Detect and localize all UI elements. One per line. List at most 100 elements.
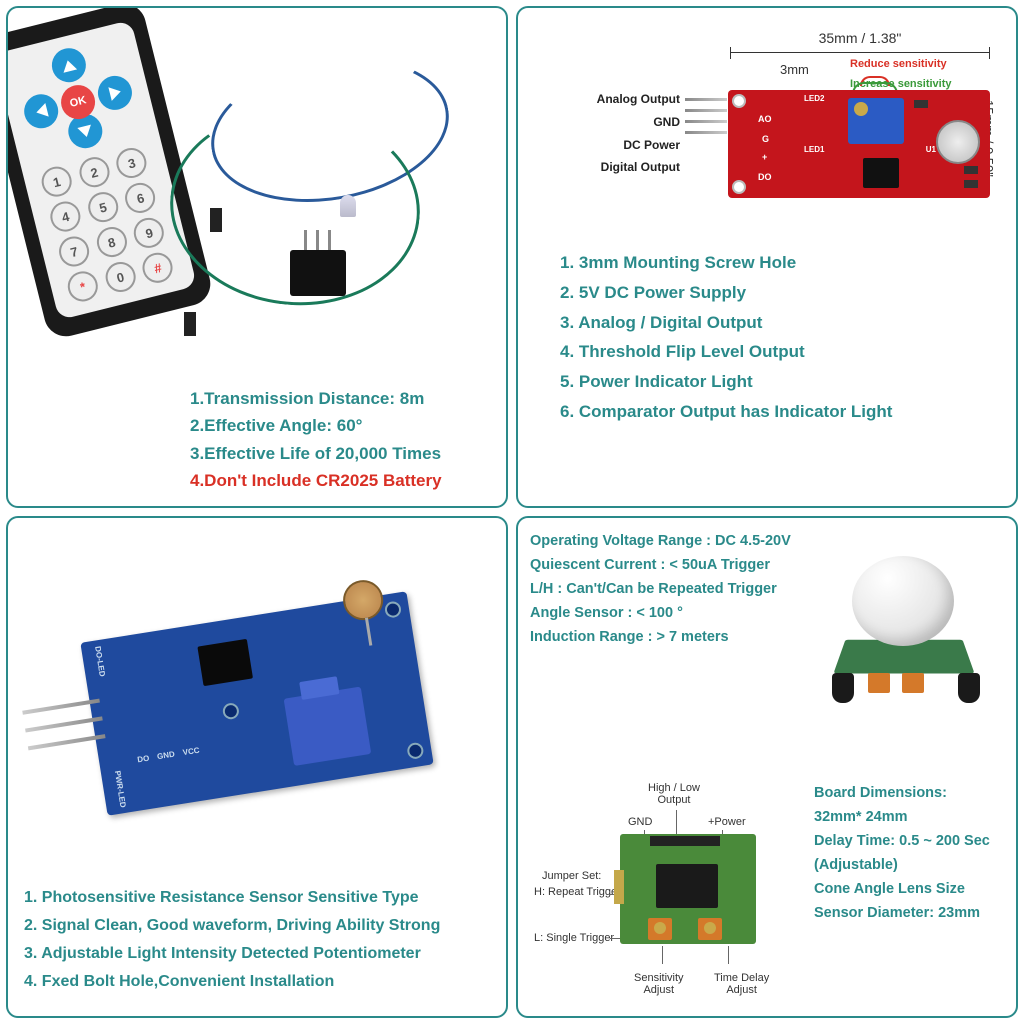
silk-gnd: GND [156,749,175,761]
star-button[interactable]: * [65,268,101,304]
mounting-hole-icon [732,180,746,194]
potentiometer-icon [848,98,904,144]
num-4-button[interactable]: 4 [47,198,83,234]
num-9-button[interactable]: 9 [131,215,167,251]
ir-receiver-module [290,250,346,296]
mounting-hole-icon [406,741,424,759]
potentiometer-icon [902,673,924,693]
width-dimension: 35mm / 1.38" [730,30,990,46]
mounting-hole-icon [732,94,746,108]
dupont-connector-icon [210,208,222,232]
spec-line: 3. Adjustable Light Intensity Detected P… [24,940,490,968]
pin-do-label: Digital Output [540,156,680,179]
p4-bottom: High / Low Output GND +Power Jumper Set:… [542,782,992,992]
mounting-hole-icon [384,600,402,618]
num-6-button[interactable]: 6 [122,180,158,216]
accessories [190,20,494,385]
pir-back-diagram: High / Low Output GND +Power Jumper Set:… [542,782,802,992]
silk-do: DO [137,753,150,764]
spec-line: 3. Analog / Digital Output [560,308,1004,338]
ldr-icon [340,577,386,623]
sound-sensor-pcb: AO G + DO LED2 LED1 U1 [728,90,990,198]
spec-line: 3.Effective Life of 20,000 Times [190,440,494,467]
p3-layout: DO-LED PWR-LED DO GND VCC 1. Photosensit… [20,530,494,1004]
pin-ao-label: Analog Output [540,88,680,111]
spec-line: 2. 5V DC Power Supply [560,278,1004,308]
jumper-icon [614,870,624,904]
silk-g: G [762,134,769,144]
smd-icon [914,100,928,108]
callout-output: High / Low Output [648,782,700,806]
potentiometer-icon [648,918,672,940]
spec-line: 1. 3mm Mounting Screw Hole [560,248,1004,278]
pir-back-pcb [620,834,756,944]
dim-line-icon [730,52,990,53]
spec-line: 1. Photosensitive Resistance Sensor Sens… [24,884,490,912]
num-2-button[interactable]: 2 [76,154,112,190]
header-pins-icon [22,698,105,750]
header-pins-icon [685,98,727,134]
spec-line: 1.Transmission Distance: 8m [190,385,494,412]
pir-front-view [820,556,990,711]
p4-right-specs: Board Dimensions: 32mm* 24mm Delay Time:… [814,782,992,926]
led-icon [340,195,356,217]
num-1-button[interactable]: 1 [38,163,74,199]
smd-icon [964,180,978,188]
num-7-button[interactable]: 7 [56,233,92,269]
callout-delay: Time Delay Adjust [714,972,769,996]
numpad: 1 2 3 4 5 6 7 8 9 * 0 # [38,144,178,305]
spec-line: Sensor Diameter: 23mm [814,902,992,926]
spec-line: Delay Time: 0.5 ~ 200 Sec (Adjustable) [814,830,992,878]
p3-specs: 1. Photosensitive Resistance Sensor Sens… [20,876,494,1004]
num-0-button[interactable]: 0 [102,259,138,295]
leader-line-icon [728,946,729,964]
spec-line: 6. Comparator Output has Indicator Light [560,397,1004,427]
callout-jumper: Jumper Set: [542,870,601,882]
ldr-leg-icon [365,617,372,645]
panel-pir-sensor: Operating Voltage Range : DC 4.5-20V Qui… [516,516,1018,1018]
pin-gnd-label: GND [540,111,680,134]
silk-u1: U1 [926,145,936,154]
silk-vcc: VCC [182,745,200,757]
ic-chip-icon [197,638,253,685]
reduce-label: Reduce sensitivity [850,58,952,70]
pin-header-icon [650,836,720,846]
dpad-up-button[interactable] [48,45,89,86]
potentiometer-icon [698,918,722,940]
ic-chip-icon [656,864,718,908]
silk-plus: + [762,152,767,162]
pin-labels: Analog Output GND DC Power Digital Outpu… [540,88,680,179]
dupont-connector-icon [184,312,196,336]
p1-layout: OK 1 2 3 4 5 6 7 8 9 * 0 # [20,20,494,494]
photoresistor-pcb: DO-LED PWR-LED DO GND VCC [80,591,433,815]
potentiometer-icon [284,686,372,765]
dpad: OK [11,35,142,161]
spec-line: Operating Voltage Range : DC 4.5-20V [530,530,1004,554]
p1-top: OK 1 2 3 4 5 6 7 8 9 * 0 # [20,20,494,385]
callout-power: +Power [708,816,746,828]
sound-sensor-diagram: 35mm / 1.38" 15mm / 0.59" 3mm Reduce sen… [530,20,1004,230]
potentiometer-icon [868,673,890,693]
silk-led2: LED2 [804,94,824,103]
silk-ao: AO [758,114,772,124]
callout-repeat: H: Repeat Trigger [534,886,621,898]
silk-doled: DO-LED [93,645,107,677]
leader-line-icon [662,946,663,964]
hole-size-label: 3mm [780,62,809,77]
p4-layout: Operating Voltage Range : DC 4.5-20V Qui… [530,530,1004,1004]
num-3-button[interactable]: 3 [114,145,150,181]
ic-chip-icon [863,158,899,188]
num-8-button[interactable]: 8 [93,224,129,260]
dpad-left-button[interactable] [21,91,62,132]
capacitor-icon [832,673,854,703]
panel-photoresistor: DO-LED PWR-LED DO GND VCC 1. Photosensit… [6,516,508,1018]
spec-line: 4. Threshold Flip Level Output [560,337,1004,367]
panel-sound-sensor: 35mm / 1.38" 15mm / 0.59" 3mm Reduce sen… [516,6,1018,508]
hash-button[interactable]: # [140,250,176,286]
spec-line: 4. Fxed Bolt Hole,Convenient Installatio… [24,968,490,996]
dpad-right-button[interactable] [94,72,135,113]
callout-gnd: GND [628,816,652,828]
spec-line: 5. Power Indicator Light [560,367,1004,397]
silk-pwrled: PWR-LED [113,769,128,807]
num-5-button[interactable]: 5 [85,189,121,225]
